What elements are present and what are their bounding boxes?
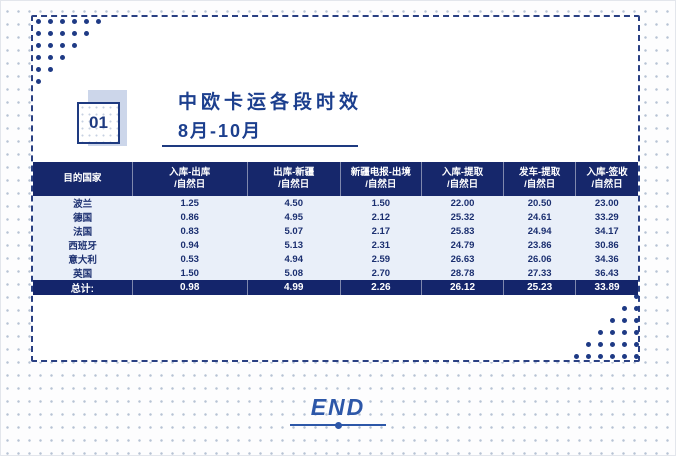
value-cell: 0.94 bbox=[132, 238, 248, 252]
slide-subtitle: 8月-10月 bbox=[178, 121, 263, 141]
end-divider-dot bbox=[334, 421, 342, 429]
total-value-cell: 2.26 bbox=[339, 280, 422, 295]
column-header-country: 目的国家 bbox=[33, 162, 133, 196]
country-cell: 西班牙 bbox=[33, 238, 133, 252]
end-label: END bbox=[310, 394, 366, 420]
value-cell: 25.83 bbox=[421, 224, 504, 238]
column-header: 入库-出库/自然日 bbox=[131, 162, 248, 196]
value-cell: 26.06 bbox=[503, 252, 576, 266]
value-cell: 27.33 bbox=[503, 266, 576, 280]
country-cell: 意大利 bbox=[33, 252, 133, 266]
column-header: 新疆电报-出境/自然日 bbox=[339, 162, 422, 196]
value-cell: 28.78 bbox=[421, 266, 504, 280]
value-cell: 30.86 bbox=[575, 238, 638, 252]
value-cell: 22.00 bbox=[421, 196, 504, 210]
value-cell: 5.07 bbox=[247, 224, 341, 238]
column-header: 发车-提取/自然日 bbox=[503, 162, 576, 196]
total-value-cell: 0.98 bbox=[131, 280, 248, 295]
end-divider bbox=[290, 421, 386, 429]
value-cell: 4.50 bbox=[247, 196, 341, 210]
value-cell: 24.61 bbox=[503, 210, 576, 224]
value-cell: 20.50 bbox=[503, 196, 576, 210]
total-value-cell: 26.12 bbox=[420, 280, 504, 295]
value-cell: 1.25 bbox=[132, 196, 248, 210]
value-cell: 26.63 bbox=[421, 252, 504, 266]
value-cell: 1.50 bbox=[340, 196, 422, 210]
value-cell: 23.00 bbox=[575, 196, 638, 210]
value-cell: 5.13 bbox=[247, 238, 341, 252]
value-cell: 4.94 bbox=[247, 252, 341, 266]
value-cell: 0.53 bbox=[132, 252, 248, 266]
total-label-cell: 总计: bbox=[33, 280, 133, 295]
column-header: 出库-新疆/自然日 bbox=[246, 162, 341, 196]
end-footer: END bbox=[0, 394, 676, 429]
total-value-cell: 33.89 bbox=[575, 280, 638, 295]
total-value-cell: 4.99 bbox=[246, 280, 341, 295]
value-cell: 2.59 bbox=[340, 252, 422, 266]
table-row: 德国 0.86 4.95 2.12 25.32 24.61 33.29 bbox=[33, 210, 638, 224]
value-cell: 34.17 bbox=[575, 224, 638, 238]
value-cell: 36.43 bbox=[575, 266, 638, 280]
table-row: 意大利 0.53 4.94 2.59 26.63 26.06 34.36 bbox=[33, 252, 638, 266]
table-row: 西班牙 0.94 5.13 2.31 24.79 23.86 30.86 bbox=[33, 238, 638, 252]
value-cell: 24.79 bbox=[421, 238, 504, 252]
title-underline bbox=[162, 145, 358, 147]
column-header: 入库-提取/自然日 bbox=[420, 162, 504, 196]
table-header-row: 目的国家 入库-出库/自然日 出库-新疆/自然日 新疆电报-出境/自然日 入库-… bbox=[33, 162, 638, 196]
value-cell: 0.86 bbox=[132, 210, 248, 224]
value-cell: 2.12 bbox=[340, 210, 422, 224]
country-cell: 法国 bbox=[33, 224, 133, 238]
value-cell: 34.36 bbox=[575, 252, 638, 266]
total-value-cell: 25.23 bbox=[503, 280, 576, 295]
value-cell: 2.17 bbox=[340, 224, 422, 238]
slide-title: 中欧卡运各段时效 bbox=[178, 92, 363, 113]
country-cell: 英国 bbox=[33, 266, 133, 280]
table-row: 波兰 1.25 4.50 1.50 22.00 20.50 23.00 bbox=[33, 196, 638, 210]
table-row: 英国 1.50 5.08 2.70 28.78 27.33 36.43 bbox=[33, 266, 638, 280]
table-total-row: 总计: 0.98 4.99 2.26 26.12 25.23 33.89 bbox=[33, 280, 638, 295]
country-cell: 波兰 bbox=[33, 196, 133, 210]
timeliness-table: 目的国家 入库-出库/自然日 出库-新疆/自然日 新疆电报-出境/自然日 入库-… bbox=[33, 162, 638, 295]
dot-triangle-top-left-decoration bbox=[36, 19, 106, 89]
content-panel: 01 中欧卡运各段时效 8月-10月 目的国家 入库-出库/自然日 出库-新疆 /… bbox=[31, 15, 640, 362]
value-cell: 23.86 bbox=[503, 238, 576, 252]
value-cell: 2.70 bbox=[340, 266, 422, 280]
section-number: 01 bbox=[89, 113, 108, 132]
value-cell: 2.31 bbox=[340, 238, 422, 252]
country-cell: 德国 bbox=[33, 210, 133, 224]
value-cell: 33.29 bbox=[575, 210, 638, 224]
section-number-badge: 01 bbox=[77, 102, 120, 144]
dot-triangle-bottom-right-decoration bbox=[574, 294, 639, 359]
value-cell: 1.50 bbox=[132, 266, 248, 280]
value-cell: 0.83 bbox=[132, 224, 248, 238]
value-cell: 5.08 bbox=[247, 266, 341, 280]
value-cell: 24.94 bbox=[503, 224, 576, 238]
table-row: 法国 0.83 5.07 2.17 25.83 24.94 34.17 bbox=[33, 224, 638, 238]
value-cell: 25.32 bbox=[421, 210, 504, 224]
value-cell: 4.95 bbox=[247, 210, 341, 224]
column-header: 入库-签收/自然日 bbox=[575, 162, 638, 196]
